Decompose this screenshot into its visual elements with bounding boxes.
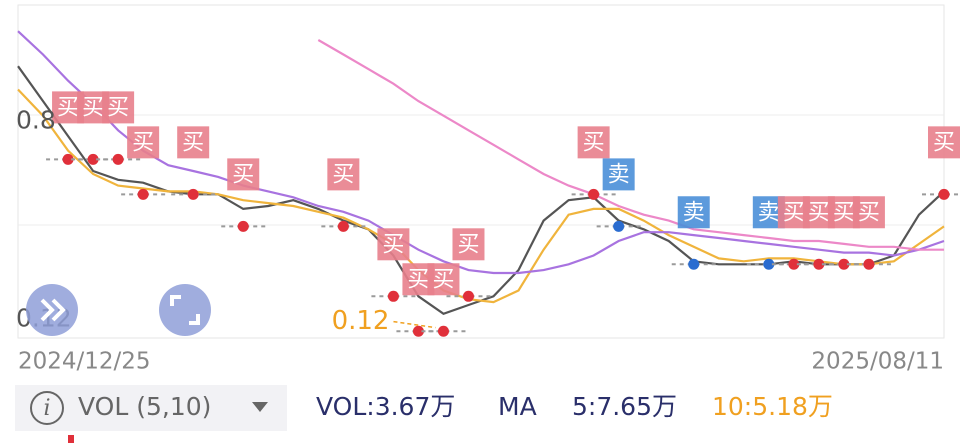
signal-label: 买 (132, 130, 154, 155)
signal-badge (677, 196, 710, 229)
signal-dot (462, 290, 474, 302)
series-line (317, 39, 944, 251)
info-glyph: i (43, 396, 50, 421)
indicator-name[interactable]: VOL (5,10) (78, 392, 211, 421)
signal-dot (613, 220, 625, 232)
signal-dot (588, 188, 600, 200)
signal-badge (452, 228, 485, 261)
signal-badge (127, 126, 160, 159)
signal-label: 卖 (608, 162, 630, 187)
plot-frame (17, 4, 945, 339)
signal-badge (577, 126, 610, 159)
signal-badge (177, 126, 210, 159)
signal-badge (852, 196, 885, 229)
button-circle[interactable] (159, 284, 211, 336)
signal-label: 买 (457, 232, 479, 257)
indicator-selector[interactable] (15, 385, 287, 431)
vol-value: VOL:3.67万 (316, 392, 455, 421)
signal-dot (387, 290, 399, 302)
signal-dot (863, 258, 875, 270)
signal-badge (928, 126, 960, 159)
signal-label: 买 (933, 130, 955, 155)
signal-label: 买 (232, 162, 254, 187)
signal-dot (337, 220, 349, 232)
signal-label: 买 (858, 200, 880, 225)
plot: 2024/12/25 2025/08/110.12买买买买 买买 买买买 买买买卖卖卖买… (16, 30, 960, 375)
series-line (17, 30, 945, 275)
dropdown-arrow[interactable] (252, 402, 268, 412)
signal-label: 买 (808, 200, 830, 225)
signal-dot (187, 188, 199, 200)
low-label: 0.12 (332, 306, 390, 336)
y-tick-label: 0.8 (16, 106, 56, 135)
x-tick-label: 2024/12/25 (18, 349, 151, 375)
collapse-button[interactable] (26, 284, 78, 336)
signal-dot (237, 220, 249, 232)
signal-badge (102, 91, 135, 124)
signal-dot (813, 258, 825, 270)
signal-dot (137, 188, 149, 200)
signal-label: 买 (182, 130, 204, 155)
signal-dot (62, 153, 74, 165)
signal-dot (87, 153, 99, 165)
signal-label: 卖 (758, 200, 780, 225)
signal-badge (602, 158, 635, 191)
signal-label: 卖 (683, 200, 705, 225)
signal-dot (788, 258, 800, 270)
signal-label: 买 (833, 200, 855, 225)
signal-badge (377, 228, 410, 261)
low-leader (393, 320, 436, 329)
signal-label: 买 (107, 95, 129, 120)
signal-label: 买 (783, 200, 805, 225)
signal-dot (112, 153, 124, 165)
signal-label: 买 (57, 95, 79, 120)
signal-label: 买 (382, 232, 404, 257)
expand-icon (170, 295, 200, 325)
signal-label: 买 (432, 267, 454, 292)
signal-dot (763, 258, 775, 270)
ma10-value: 10:5.18万 (712, 392, 833, 421)
info-icon[interactable] (30, 391, 64, 425)
signal-dot (938, 188, 950, 200)
signal-label: 买 (583, 130, 605, 155)
ma5-value: 5:7.65万 (572, 392, 677, 421)
ma-label: MA (498, 392, 537, 421)
signal-badge (427, 263, 460, 296)
signal-dot (838, 258, 850, 270)
signal-dot (412, 325, 424, 337)
signal-badge (227, 158, 260, 191)
signal-label: 买 (407, 267, 429, 292)
signal-badge (327, 158, 360, 191)
signal-dot (688, 258, 700, 270)
signal-dot (437, 325, 449, 337)
chevrons (40, 298, 66, 322)
signal-label: 买 (332, 162, 354, 187)
x-tick-label: 2025/08/11 (811, 349, 944, 375)
signal-label: 买 (82, 95, 104, 120)
volume-bar-peek (68, 435, 74, 443)
fullscreen-button[interactable] (159, 284, 211, 336)
series-line (17, 88, 945, 304)
